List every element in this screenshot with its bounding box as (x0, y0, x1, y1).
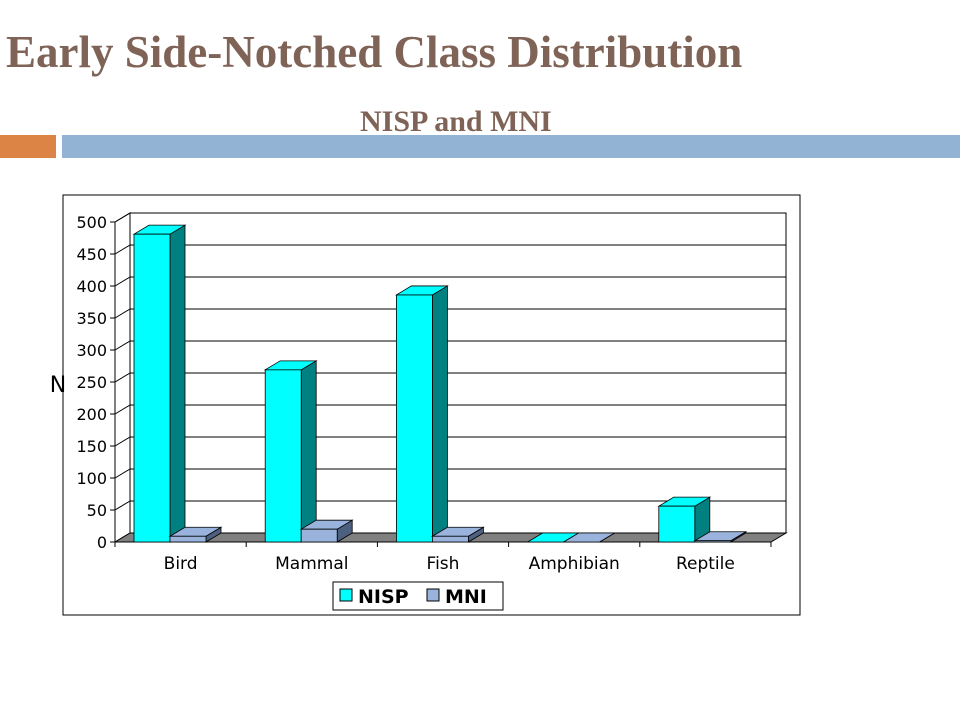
x-tick-label-mammal: Mammal (275, 554, 348, 574)
gridline-side (114, 276, 131, 287)
bar-nisp-fish-side (431, 285, 448, 543)
bar-nisp-fish (395, 294, 433, 543)
x-tick-label-bird: Bird (164, 554, 198, 574)
y-axis-label: N (50, 373, 66, 398)
bar-mni-mammal (300, 528, 338, 543)
bar-mni-fish (431, 535, 469, 543)
gridline-side (114, 212, 131, 223)
accent-bar-orange (0, 135, 56, 158)
y-tick-label: 150 (76, 437, 107, 456)
y-tick-label: 350 (76, 309, 107, 328)
legend-swatch-mni (426, 588, 440, 602)
x-tick-label-amphibian: Amphibian (529, 554, 620, 574)
x-tick-label-reptile: Reptile (676, 554, 735, 574)
y-tick-label: 0 (97, 533, 107, 552)
gridline-side (114, 340, 131, 351)
bar-nisp-bird (133, 233, 171, 543)
legend-label-mni: MNI (445, 586, 487, 608)
gridline-side (114, 244, 131, 255)
gridline-side (114, 404, 131, 415)
slide-title: Early Side-Notched Class Distribution (6, 27, 743, 77)
gridline-side (114, 372, 131, 383)
bar-nisp-mammal (264, 369, 302, 543)
gridline-side (114, 468, 131, 479)
bar-mni-reptile (694, 540, 732, 543)
slide-subtitle: NISP and MNI (360, 105, 552, 138)
bar-nisp-bird-side (169, 224, 186, 543)
gridline-side (114, 500, 131, 511)
y-tick-label: 50 (87, 501, 107, 520)
y-tick-label: 250 (76, 373, 107, 392)
x-tick-label-fish: Fish (427, 554, 460, 574)
bar-nisp-reptile (658, 505, 696, 543)
y-tick-label: 200 (76, 405, 107, 424)
gridline-side (114, 436, 131, 447)
bar-mni-amphibian-top (562, 532, 617, 543)
legend-swatch-nisp (339, 588, 353, 602)
legend-label-nisp: NISP (358, 586, 409, 608)
gridline-side (114, 308, 131, 319)
y-tick-label: 400 (76, 277, 107, 296)
y-tick-label: 100 (76, 469, 107, 488)
y-tick-label: 450 (76, 245, 107, 264)
accent-bar-blue (62, 135, 960, 158)
bar-mni-bird (169, 535, 207, 543)
y-tick-label: 500 (76, 213, 107, 232)
y-tick-label: 300 (76, 341, 107, 360)
bar-nisp-mammal-side (300, 360, 317, 543)
legend (332, 581, 504, 611)
